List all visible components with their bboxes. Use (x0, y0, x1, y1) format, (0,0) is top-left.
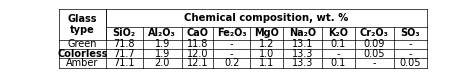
Text: Colorless: Colorless (57, 49, 108, 59)
Text: Chemical composition, wt. %: Chemical composition, wt. % (184, 13, 348, 23)
Text: 0.05: 0.05 (364, 49, 385, 59)
Text: Amber: Amber (66, 58, 99, 68)
Text: -: - (409, 49, 412, 59)
Text: 0.05: 0.05 (400, 58, 421, 68)
Text: 12.1: 12.1 (187, 58, 208, 68)
Text: SO₃: SO₃ (401, 28, 420, 38)
Text: Cr₂O₃: Cr₂O₃ (360, 28, 389, 38)
Text: SiO₂: SiO₂ (113, 28, 136, 38)
Text: Fe₂O₃: Fe₂O₃ (217, 28, 246, 38)
Text: 13.3: 13.3 (292, 49, 313, 59)
Text: 71.7: 71.7 (113, 49, 135, 59)
Text: -: - (409, 39, 412, 49)
Text: 1.9: 1.9 (155, 49, 170, 59)
Text: 71.8: 71.8 (113, 39, 135, 49)
Text: -: - (373, 58, 376, 68)
Text: MgO: MgO (255, 28, 279, 38)
Text: 71.1: 71.1 (113, 58, 135, 68)
Text: Na₂O: Na₂O (289, 28, 316, 38)
Text: 13.3: 13.3 (292, 58, 313, 68)
Text: 0.2: 0.2 (224, 58, 239, 68)
Text: K₂O: K₂O (328, 28, 348, 38)
Text: 2.0: 2.0 (155, 58, 170, 68)
Text: 1.0: 1.0 (259, 49, 274, 59)
Text: Al₂O₃: Al₂O₃ (148, 28, 176, 38)
Text: 12.0: 12.0 (187, 49, 208, 59)
Text: Glass
type: Glass type (68, 14, 97, 35)
Text: -: - (230, 49, 234, 59)
Text: 1.2: 1.2 (259, 39, 274, 49)
Text: CaO: CaO (186, 28, 209, 38)
Text: 1.1: 1.1 (259, 58, 274, 68)
Text: 0.09: 0.09 (364, 39, 385, 49)
Text: 11.8: 11.8 (187, 39, 208, 49)
Text: 0.1: 0.1 (331, 58, 346, 68)
Text: 13.1: 13.1 (292, 39, 313, 49)
Text: 0.1: 0.1 (331, 39, 346, 49)
Text: -: - (230, 39, 234, 49)
Text: 1.9: 1.9 (155, 39, 170, 49)
Text: -: - (337, 49, 340, 59)
Text: Green: Green (68, 39, 97, 49)
